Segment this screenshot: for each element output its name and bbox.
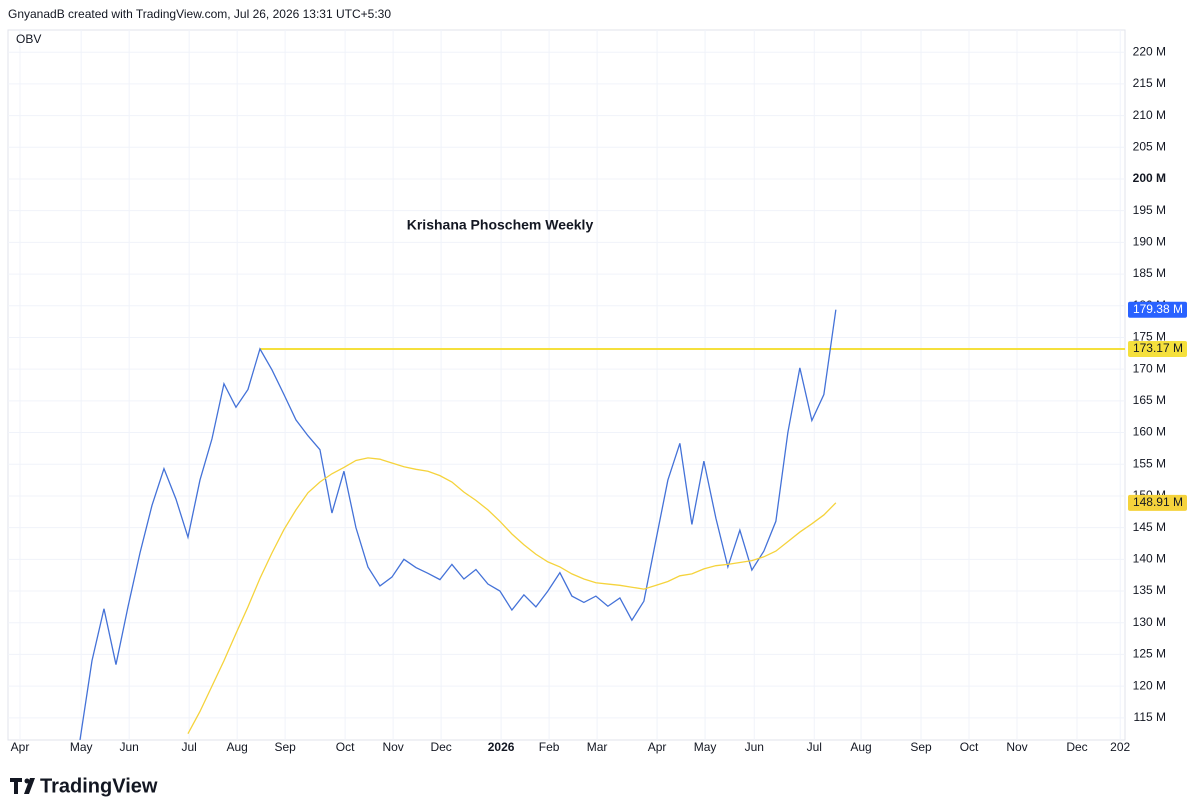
x-tick-label: Jul bbox=[181, 740, 196, 754]
x-tick-label: Dec bbox=[430, 740, 451, 754]
grid bbox=[8, 30, 1125, 740]
x-tick-label: May bbox=[694, 740, 717, 754]
y-tick-label: 160 M bbox=[1133, 425, 1166, 439]
series-line bbox=[187, 457, 837, 734]
logo-dot bbox=[24, 778, 30, 784]
y-tick-label: 120 M bbox=[1133, 678, 1166, 692]
y-tick-label: 210 M bbox=[1133, 108, 1166, 122]
x-tick-label: Mar bbox=[587, 740, 608, 754]
x-tick-label: Sep bbox=[274, 740, 296, 754]
price-badge bbox=[1128, 494, 1187, 511]
y-tick-label: 130 M bbox=[1133, 615, 1166, 629]
x-tick-label: Dec bbox=[1066, 740, 1087, 754]
y-tick-label: 190 M bbox=[1133, 235, 1166, 249]
x-tick-label: Jun bbox=[745, 740, 764, 754]
price-badge bbox=[1128, 301, 1187, 318]
y-tick-label: 205 M bbox=[1133, 139, 1166, 153]
y-tick-label: 135 M bbox=[1133, 583, 1166, 597]
indicator-label: OBV bbox=[16, 32, 41, 46]
x-tick-label: 2026 bbox=[488, 740, 515, 754]
x-tick-label: May bbox=[70, 740, 93, 754]
y-tick-label: 145 M bbox=[1133, 520, 1166, 534]
x-tick-label: Feb bbox=[539, 740, 560, 754]
price-badge-label: 173.17 M bbox=[1133, 341, 1183, 355]
y-tick-label: 140 M bbox=[1133, 552, 1166, 566]
x-tick-label: Aug bbox=[850, 740, 871, 754]
y-tick-label: 200 M bbox=[1133, 171, 1166, 185]
x-tick-label: Oct bbox=[960, 740, 979, 754]
x-tick-label: Jun bbox=[119, 740, 138, 754]
y-tick-label: 115 M bbox=[1134, 710, 1166, 724]
y-tick-label: 175 M bbox=[1133, 330, 1166, 344]
x-tick-label: Jul bbox=[807, 740, 822, 754]
y-tick-label: 165 M bbox=[1133, 393, 1166, 407]
price-badge-label: 179.38 M bbox=[1133, 302, 1183, 316]
x-tick-label: Sep bbox=[910, 740, 932, 754]
plot-frame bbox=[7, 29, 1126, 741]
x-tick-label: Aug bbox=[226, 740, 247, 754]
x-tick-label: Nov bbox=[1006, 740, 1027, 754]
price-badge bbox=[1128, 341, 1187, 358]
y-tick-label: 125 M bbox=[1133, 647, 1166, 661]
y-tick-label: 220 M bbox=[1133, 44, 1166, 58]
y-tick-label: 185 M bbox=[1133, 266, 1166, 280]
series-line bbox=[79, 309, 837, 740]
price-badge-label: 148.91 M bbox=[1133, 495, 1183, 509]
x-tick-label: Oct bbox=[336, 740, 355, 754]
footer-brand: TradingView bbox=[40, 775, 158, 797]
y-tick-label: 215 M bbox=[1133, 76, 1166, 90]
chart-title: Krishana Phoschem Weekly bbox=[407, 217, 594, 233]
x-tick-label: Nov bbox=[382, 740, 403, 754]
logo: TradingView bbox=[10, 775, 158, 797]
plot bbox=[79, 309, 1125, 740]
x-tick-label: Apr bbox=[648, 740, 667, 754]
y-tick-label: 170 M bbox=[1133, 361, 1166, 375]
y-tick-label: 195 M bbox=[1133, 203, 1166, 217]
y-tick-label: 155 M bbox=[1133, 456, 1166, 470]
header: GnyanadB created with TradingView.com, J… bbox=[8, 7, 391, 21]
x-tick-label: 202 bbox=[1110, 740, 1130, 754]
x-tick-label: Apr bbox=[11, 740, 30, 754]
